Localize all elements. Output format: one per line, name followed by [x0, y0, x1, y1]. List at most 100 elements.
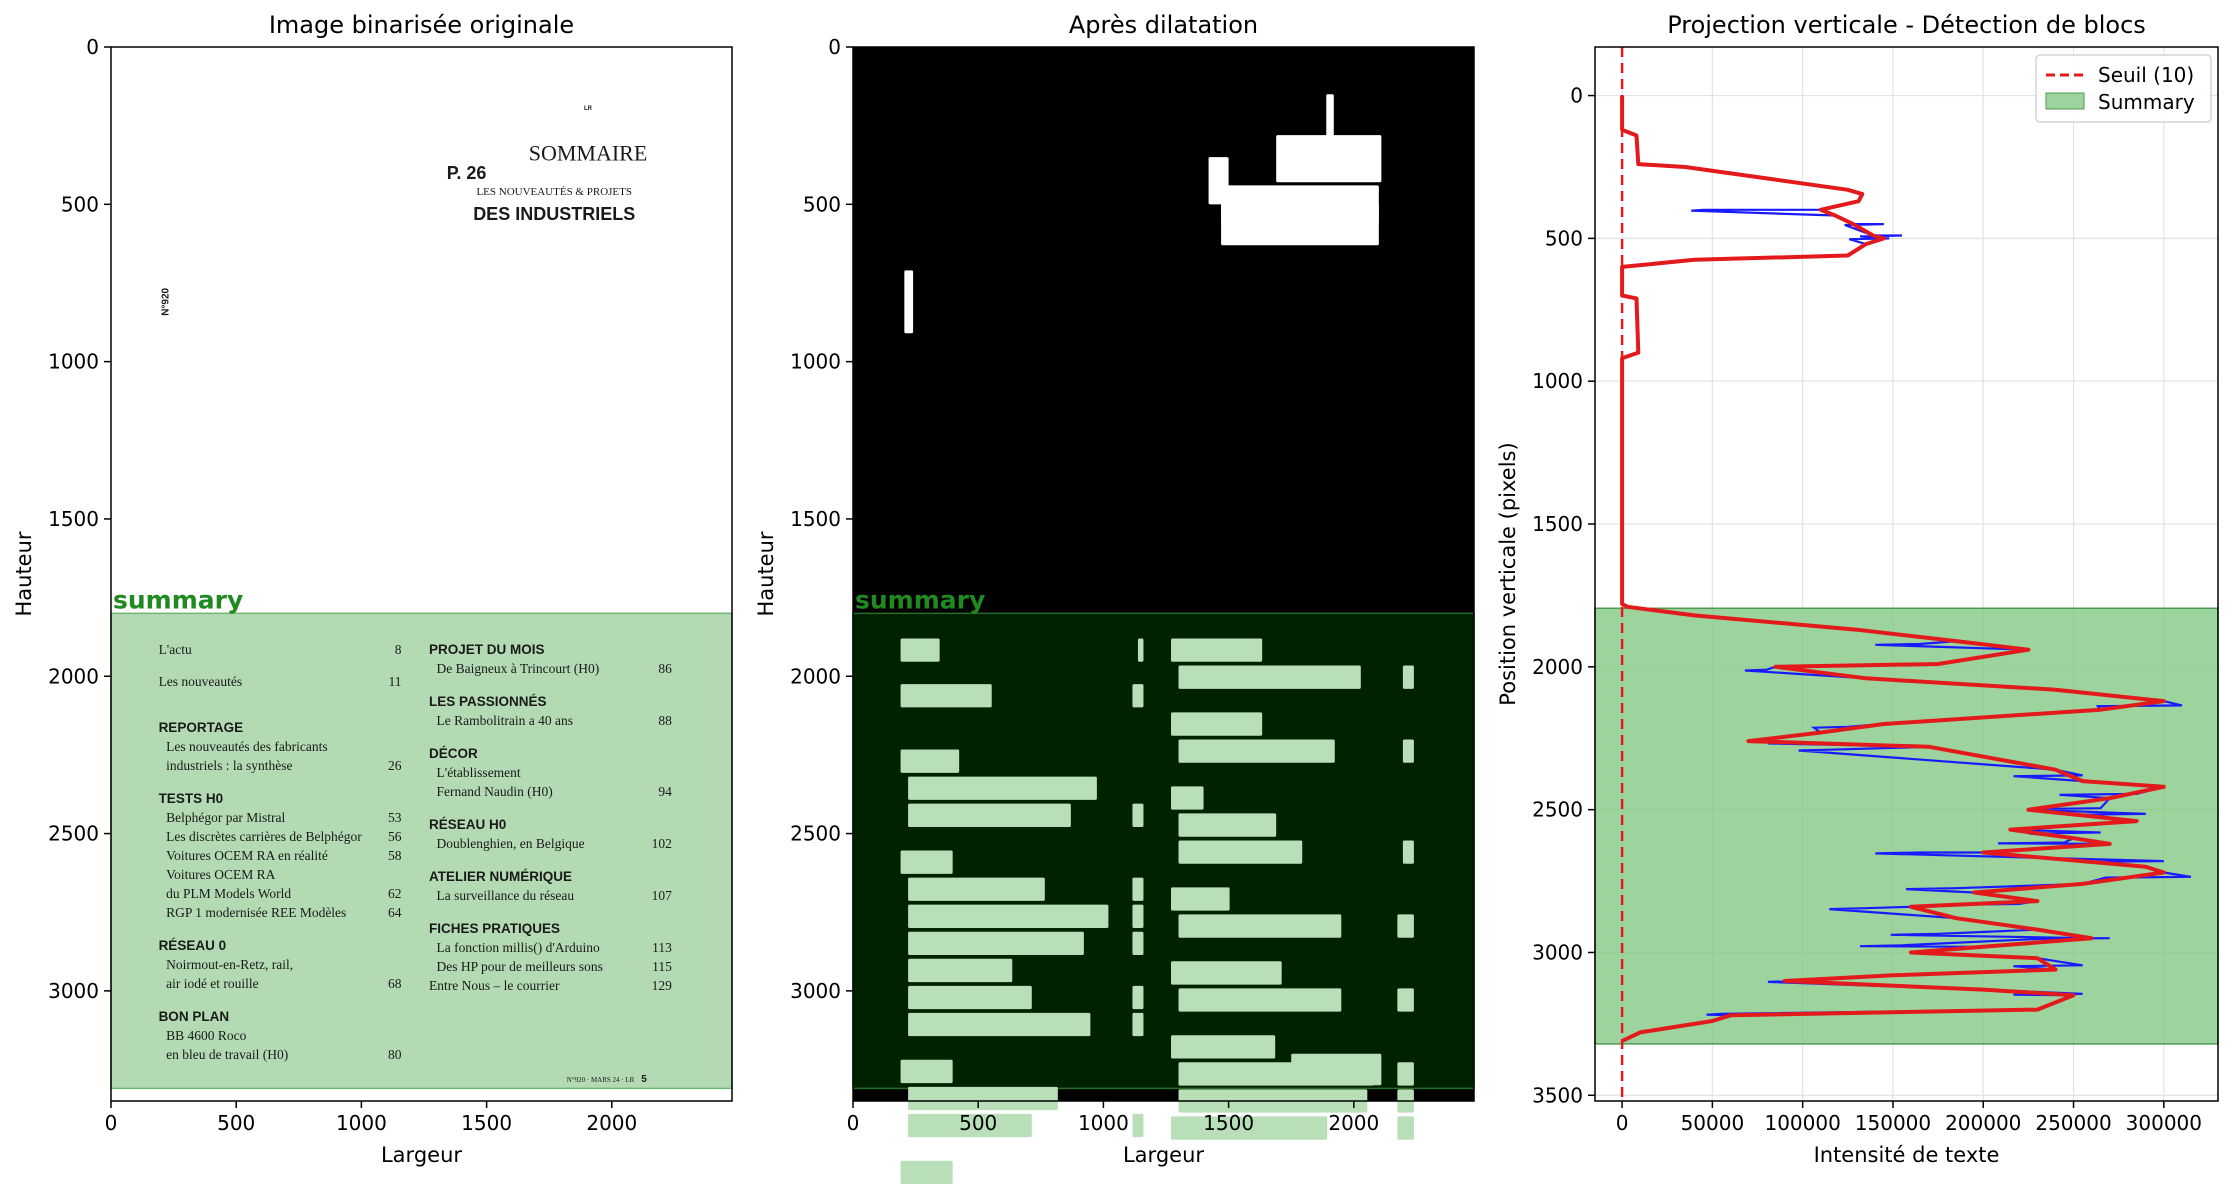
- y-tick-label: 1000: [790, 350, 841, 374]
- x-tick-label: 1500: [461, 1111, 512, 1135]
- toc-page-number: 53: [388, 810, 402, 825]
- dilated-blob: [1178, 813, 1277, 837]
- page-footer-number: 5: [641, 1074, 647, 1085]
- toc-entry: Des HP pour de meilleurs sons: [437, 959, 603, 974]
- toc-entry: du PLM Models World: [166, 886, 291, 901]
- toc-entry: L'actu: [159, 642, 192, 657]
- toc-entry: Noirmout-en-Retz, rail,: [166, 957, 293, 972]
- dilated-blob: [1291, 1053, 1382, 1086]
- series-raw-projection: [1621, 95, 2192, 1042]
- dilated-blob: [1178, 914, 1342, 938]
- toc-entry: FICHES PRATIQUES: [429, 921, 560, 936]
- toc-entry: ATELIER NUMÉRIQUE: [429, 869, 572, 884]
- dilated-blob: [1132, 684, 1144, 708]
- toc-page-number: 8: [395, 642, 402, 657]
- toc-entry: Voitures OCEM RA: [166, 867, 276, 882]
- y-tick-label: 1500: [1532, 512, 1583, 536]
- toc-entry: La surveillance du réseau: [437, 888, 575, 903]
- dilated-blob: [1178, 665, 1361, 689]
- toc-entry: air iodé et rouille: [166, 976, 259, 991]
- dilated-blob: [1402, 840, 1414, 864]
- x-tick-label: 150000: [1855, 1111, 1931, 1135]
- toc-entry: L'établissement: [437, 765, 521, 780]
- legend-summary-label: Summary: [2098, 90, 2195, 114]
- toc-page-number: 113: [652, 940, 672, 955]
- dilated-blob: [900, 850, 953, 874]
- toc-entry: De Baigneux à Trincourt (H0): [437, 661, 600, 676]
- toc-entry: La fonction millis() d'Arduino: [437, 940, 601, 955]
- toc-entry: RÉSEAU H0: [429, 817, 506, 832]
- dilated-blob: [908, 1113, 1032, 1138]
- summary-region: [110, 612, 733, 1090]
- header-big-title: DES INDUSTRIELS: [473, 204, 635, 224]
- dilated-blob: [908, 803, 1071, 827]
- x-tick-label: 200000: [1945, 1111, 2021, 1135]
- dilated-blob: [1171, 1116, 1328, 1140]
- legend: Seuil (10) Summary: [2035, 54, 2212, 123]
- y-ticks: 0 500 1000 1500 2000 2500 3000: [790, 35, 853, 1003]
- axes-frame: [110, 46, 733, 1102]
- y-tick-label: 2000: [790, 664, 841, 688]
- y-tick-label: 2500: [790, 822, 841, 846]
- toc-entry: Fernand Naudin (H0): [437, 784, 553, 799]
- dilated-blob: [1397, 914, 1414, 938]
- dilated-blob: [900, 1059, 953, 1084]
- toc-entry: Les discrètes carrières de Belphégor: [166, 829, 362, 844]
- x-tick-label: 1000: [336, 1111, 387, 1135]
- page-footer: N°920 · MARS 24 · LR: [567, 1076, 635, 1084]
- toc-entry: Voitures OCEM RA en réalité: [166, 848, 328, 863]
- x-tick-label: 100000: [1764, 1111, 1840, 1135]
- x-tick-label: 500: [217, 1111, 255, 1135]
- axes-frame: [852, 46, 1475, 1102]
- dilated-blob: [1132, 931, 1144, 956]
- x-tick-label: 1500: [1203, 1111, 1254, 1135]
- dilated-blob: [1397, 1062, 1414, 1086]
- x-ticks: 0 50000 100000 150000 200000 250000 300000: [1616, 1101, 2202, 1135]
- toc-page-number: 80: [388, 1047, 402, 1062]
- dilated-text-blobs: [900, 94, 1414, 1184]
- dilated-blob: [1132, 1113, 1144, 1138]
- toc-page-number: 129: [652, 978, 673, 993]
- x-tick-label: 250000: [2035, 1111, 2111, 1135]
- x-tick-label: 0: [1616, 1111, 1629, 1135]
- y-tick-label: 1500: [48, 507, 99, 531]
- summary-region-label: summary: [113, 585, 243, 614]
- x-tick-label: 0: [847, 1111, 860, 1135]
- y-tick-label: 1500: [790, 507, 841, 531]
- page-content: LR P. 26 SOMMAIRE LES NOUVEAUTÉS & PROJETS D…: [159, 106, 673, 1085]
- dilated-blob: [1221, 204, 1379, 246]
- toc-entry: Belphégor par Mistral: [166, 810, 285, 825]
- toc-entry: LES PASSIONNÉS: [429, 694, 547, 709]
- y-tick-label: 0: [86, 35, 99, 59]
- toc-entry: PROJET DU MOIS: [429, 642, 545, 657]
- dilated-blob: [1402, 665, 1414, 689]
- panel-title-projection: Projection verticale - Détection de bloc…: [1667, 11, 2146, 39]
- panel-original: Image binarisée originale summary LR P. 2…: [12, 11, 733, 1167]
- toc-entry: BB 4600 Roco: [166, 1028, 247, 1043]
- y-tick-label: 1000: [48, 350, 99, 374]
- y-axis-label: Hauteur: [754, 531, 778, 616]
- y-tick-label: 2000: [1532, 655, 1583, 679]
- dilated-blob: [1132, 803, 1144, 827]
- dilated-blob: [904, 270, 914, 334]
- toc-page-number: 88: [658, 713, 672, 728]
- toc-entry: en bleu de travail (H0): [166, 1047, 288, 1062]
- toc-entry: Les nouveautés des fabricants: [166, 739, 328, 754]
- dilated-blob: [1132, 904, 1144, 928]
- y-tick-label: 2000: [48, 664, 99, 688]
- y-tick-label: 500: [803, 192, 841, 216]
- toc-page-number: 11: [388, 674, 401, 689]
- x-tick-label: 0: [105, 1111, 118, 1135]
- legend-threshold-label: Seuil (10): [2098, 63, 2194, 87]
- dilated-blob: [908, 985, 1032, 1010]
- toc-entry: Doublenghien, en Belgique: [437, 836, 585, 851]
- series-smoothed-projection: [1620, 95, 2166, 1043]
- y-tick-label: 3500: [1532, 1083, 1583, 1107]
- dilated-blob: [900, 1160, 953, 1184]
- toc-entry: RGP 1 modernisée REE Modèles: [166, 905, 346, 920]
- toc-page-number: 94: [658, 784, 672, 799]
- toc-page-number: 64: [388, 905, 402, 920]
- toc-entry: TESTS H0: [159, 791, 224, 806]
- header-subtitle: LES NOUVEAUTÉS & PROJETS: [476, 186, 632, 198]
- dilated-blob: [1326, 94, 1334, 142]
